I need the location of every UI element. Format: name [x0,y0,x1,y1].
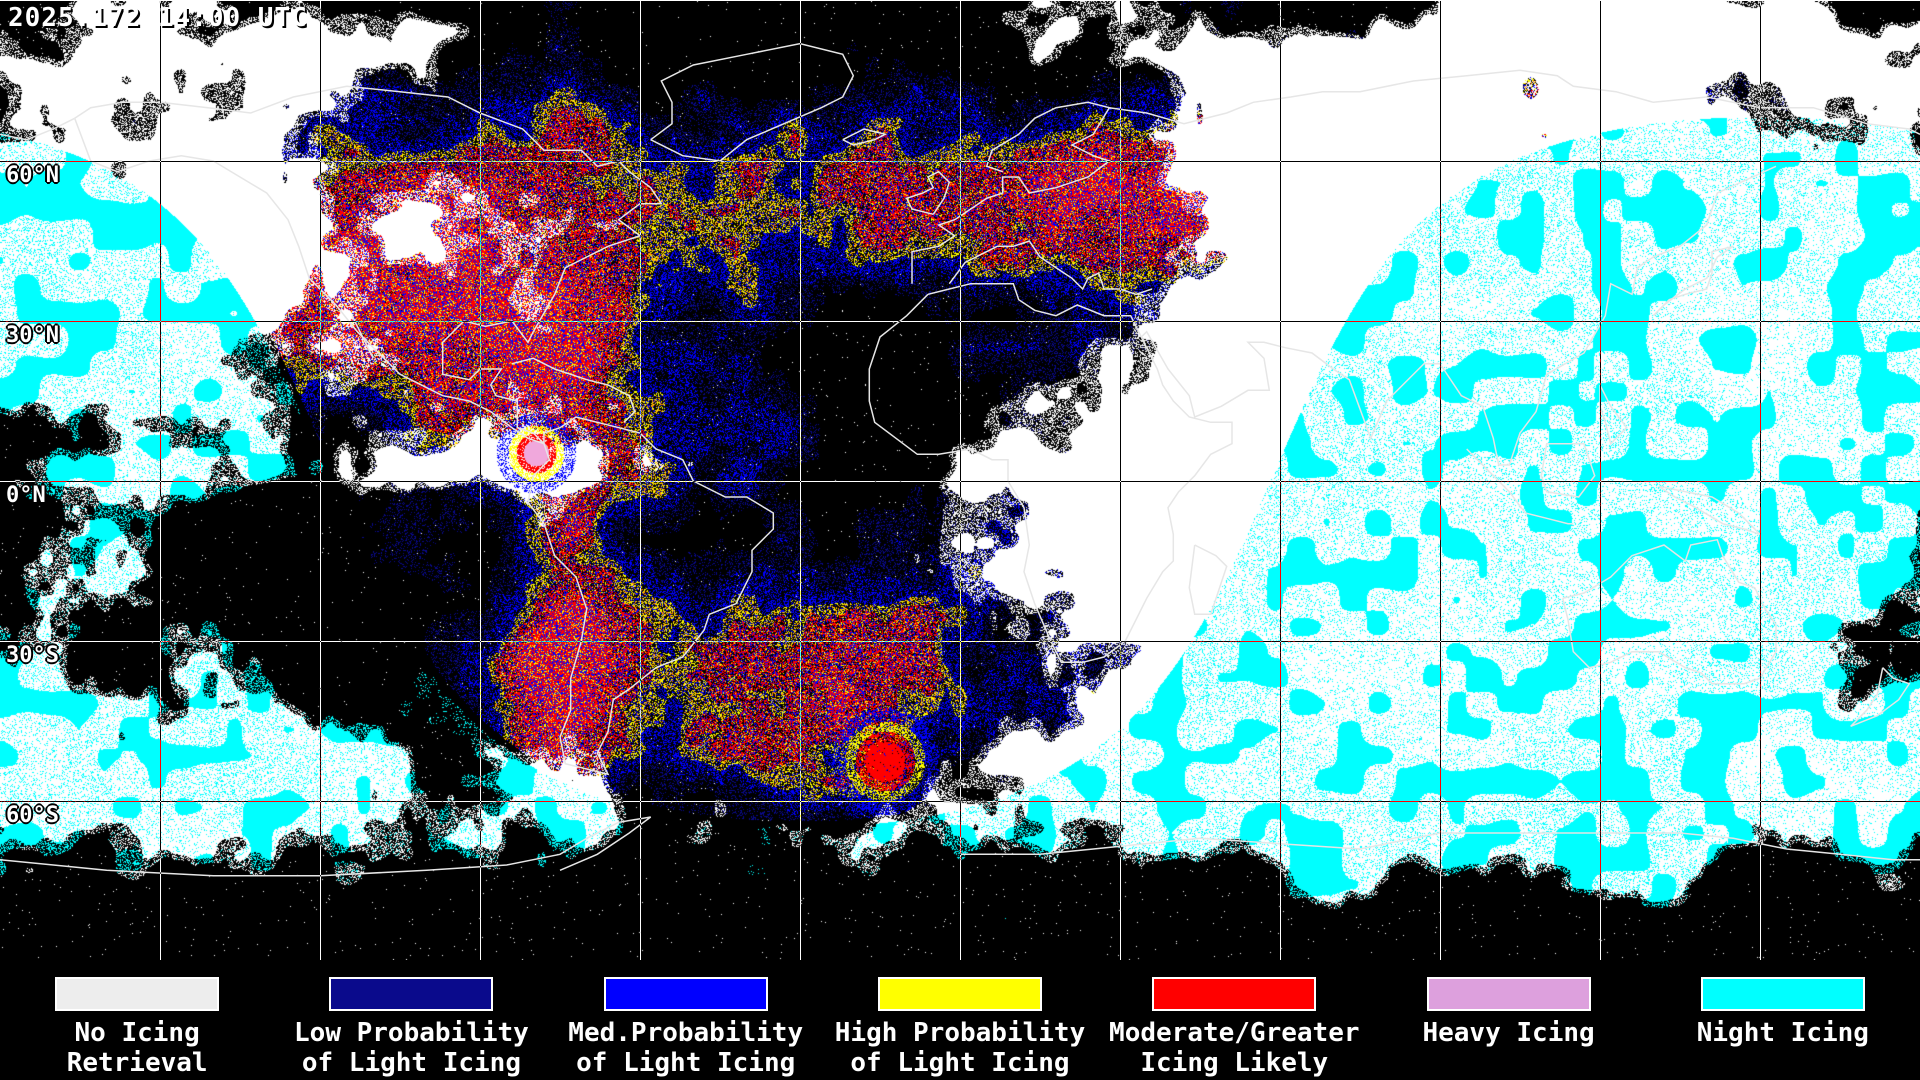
legend-swatch-no-icing [55,977,220,1011]
latitude-gridline [0,161,1920,162]
legend-bar: No Icing Retrieval Low Probability of Li… [0,960,1920,1080]
latitude-gridline [0,481,1920,482]
legend-label: Low Probability [294,1018,529,1048]
legend-label: of Light Icing [576,1048,796,1078]
latitude-gridline [0,321,1920,322]
latitude-label: 30°N [6,323,59,348]
legend-label: Med.Probability [568,1018,804,1048]
legend-label: Icing Likely [1140,1048,1329,1078]
latitude-gridline [0,801,1920,802]
legend-item-high-probability: High Probability of Light Icing [823,960,1097,1080]
legend-item-low-probability: Low Probability of Light Icing [274,960,548,1080]
legend-label: High Probability [834,1018,1086,1048]
latitude-gridline [0,641,1920,642]
legend-swatch-night-icing [1700,977,1865,1011]
legend-label: of Light Icing [301,1048,521,1078]
legend-item-med-probability: Med.Probability of Light Icing [549,960,823,1080]
latitude-label: 0°N [6,483,46,508]
legend-label: Retrieval [66,1048,208,1078]
legend-swatch-med-probability [603,977,768,1011]
legend-item-moderate-greater: Moderate/Greater Icing Likely [1097,960,1371,1080]
legend-item-heavy-icing: Heavy Icing [1371,960,1645,1080]
legend-swatch-moderate-greater [1152,977,1317,1011]
legend-label: Night Icing [1696,1018,1869,1048]
legend-swatch-low-probability [329,977,494,1011]
legend-item-no-icing: No Icing Retrieval [0,960,274,1080]
legend-item-night-icing: Night Icing [1646,960,1920,1080]
legend-label: of Light Icing [850,1048,1070,1078]
latitude-label: 60°N [6,163,59,188]
legend-swatch-high-probability [877,977,1042,1011]
latitude-label: 60°S [6,803,59,828]
latitude-label: 30°S [6,643,59,668]
legend-label: Heavy Icing [1422,1018,1595,1048]
timestamp-label: 2025.172 14:00 UTC [8,3,308,33]
legend-swatch-heavy-icing [1426,977,1591,1011]
legend-label: No Icing [74,1018,200,1048]
world-map: 60°N 30°N 0°N 30°S 60°S 2025.172 14:00 UTC [0,0,1920,961]
legend-label: Moderate/Greater [1109,1018,1360,1048]
